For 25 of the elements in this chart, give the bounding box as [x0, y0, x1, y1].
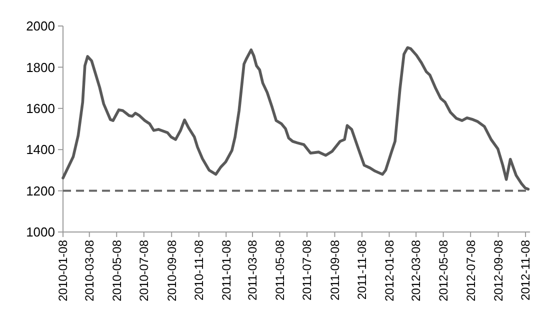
x-tick-label: 2011-09-08 — [328, 240, 342, 300]
x-tick-label: 2012-07-08 — [464, 240, 478, 302]
y-tick-label: 1400 — [26, 142, 55, 158]
x-tick-label: 2011-03-08 — [246, 240, 260, 300]
x-tick-label: 2012-09-08 — [491, 240, 506, 302]
x-tick-label: 2012-03-08 — [409, 240, 424, 302]
x-tick-label: 2011-11-08 — [355, 240, 370, 300]
x-tick-label: 2012-01-08 — [382, 240, 396, 302]
x-tick-label: 2011-01-08 — [219, 240, 234, 300]
x-tick-label: 2011-07-08 — [300, 240, 314, 300]
line-series — [62, 46, 530, 191]
x-tick-label: 2012-05-08 — [436, 240, 451, 302]
y-tick-label: 2000 — [26, 18, 55, 34]
x-tick-label: 2010-09-08 — [164, 240, 179, 302]
y-tick-label: 1200 — [26, 183, 55, 198]
y-tick-label: 1600 — [26, 100, 55, 116]
x-tick-label: 2010-07-08 — [137, 240, 152, 302]
x-tick-label: 2010-05-08 — [110, 240, 124, 302]
x-tick-label: 2010-01-08 — [56, 240, 70, 302]
x-tick-label: 2011-05-08 — [272, 240, 287, 300]
y-tick-label: 1800 — [26, 60, 55, 75]
y-tick-label: 1000 — [26, 224, 55, 240]
x-tick-label: 2012-11-08 — [518, 240, 533, 300]
x-tick-label: 2010-03-08 — [82, 240, 97, 302]
x-tick-label: 2010-11-08 — [192, 240, 206, 300]
